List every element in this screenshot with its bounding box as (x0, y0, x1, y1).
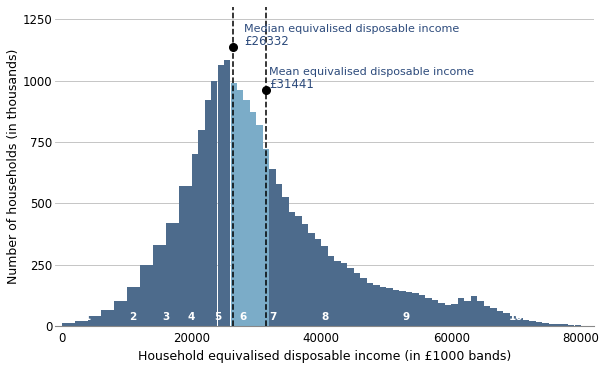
Bar (289, 212, 295, 326)
Bar (347, 268, 354, 326)
Text: 7: 7 (269, 312, 277, 322)
Bar (438, 303, 444, 326)
Bar (419, 295, 425, 326)
Bar (308, 233, 315, 326)
Bar (529, 321, 536, 326)
Bar (243, 100, 250, 326)
Bar (211, 81, 218, 326)
Bar (192, 154, 198, 326)
Bar (555, 324, 562, 326)
Text: £26332: £26332 (244, 35, 289, 48)
Bar (126, 287, 140, 326)
Text: 9: 9 (402, 312, 409, 322)
Bar (458, 299, 464, 326)
Bar (257, 125, 263, 326)
Text: 6: 6 (240, 312, 247, 322)
Text: 2: 2 (130, 312, 137, 322)
X-axis label: Household equivalised disposable income (in £1000 bands): Household equivalised disposable income … (138, 350, 511, 363)
Text: 3: 3 (162, 312, 169, 322)
Bar (322, 246, 328, 326)
Bar (464, 301, 471, 326)
Text: 5: 5 (214, 312, 221, 322)
Bar (250, 112, 257, 326)
Bar (198, 130, 204, 326)
Bar (373, 285, 380, 326)
Bar (432, 300, 438, 326)
Bar (497, 311, 503, 326)
Bar (406, 292, 412, 326)
Bar (483, 306, 490, 326)
Bar (548, 324, 555, 326)
Bar (380, 287, 386, 326)
Bar (523, 320, 529, 326)
Bar (315, 239, 322, 326)
Bar (114, 302, 126, 326)
Y-axis label: Number of households (in thousands): Number of households (in thousands) (7, 49, 20, 284)
Bar (425, 298, 432, 326)
Bar (101, 310, 114, 326)
Bar (477, 302, 483, 326)
Bar (230, 83, 237, 326)
Text: Median equivalised disposable income: Median equivalised disposable income (244, 24, 460, 34)
Bar (354, 273, 361, 326)
Bar (562, 324, 568, 326)
Bar (361, 278, 367, 326)
Bar (328, 256, 334, 326)
Bar (536, 322, 542, 326)
Bar (179, 186, 192, 326)
Bar (367, 283, 373, 326)
Bar (263, 149, 269, 326)
Bar (218, 65, 224, 326)
Bar (75, 321, 88, 326)
Bar (140, 265, 153, 326)
Text: 4: 4 (188, 312, 195, 322)
Bar (412, 293, 419, 326)
Text: 10: 10 (509, 312, 523, 322)
Bar (503, 313, 510, 326)
Bar (510, 316, 516, 326)
Bar (276, 184, 282, 326)
Bar (393, 290, 399, 326)
Text: Mean equivalised disposable income: Mean equivalised disposable income (269, 67, 474, 77)
Bar (490, 308, 497, 326)
Bar (165, 223, 179, 326)
Bar (341, 263, 347, 326)
Bar (283, 197, 289, 326)
Bar (334, 261, 341, 326)
Bar (568, 325, 575, 326)
Bar (62, 323, 75, 326)
Bar (153, 245, 165, 326)
Text: 8: 8 (321, 312, 328, 322)
Bar (88, 316, 101, 326)
Bar (302, 224, 308, 326)
Bar (237, 90, 243, 326)
Bar (471, 296, 477, 326)
Bar (269, 169, 276, 326)
Bar (516, 318, 522, 326)
Bar (204, 100, 211, 326)
Text: 1: 1 (84, 312, 91, 322)
Bar (386, 288, 393, 326)
Bar (399, 291, 406, 326)
Bar (542, 323, 548, 326)
Text: £31441: £31441 (269, 78, 314, 91)
Bar (444, 305, 451, 326)
Bar (224, 60, 230, 326)
Bar (451, 305, 458, 326)
Bar (295, 215, 302, 326)
